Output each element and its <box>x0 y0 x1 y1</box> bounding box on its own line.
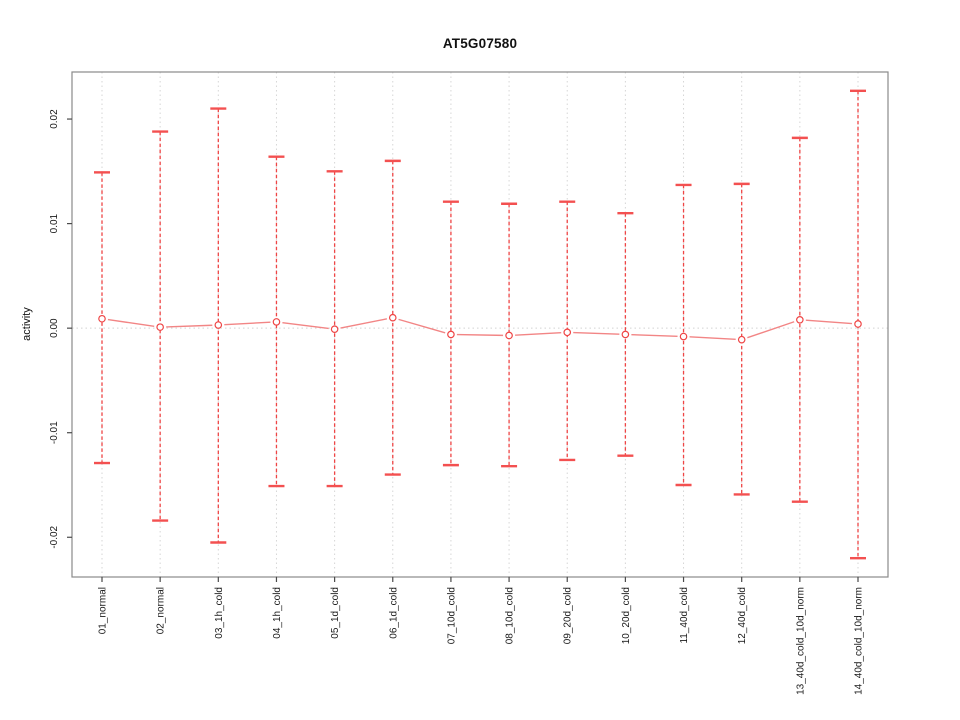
x-tick-label: 11_40d_cold <box>679 587 690 644</box>
x-tick-label: 06_1d_cold <box>388 587 399 639</box>
series-line-segment <box>456 333 504 337</box>
series-line-segment <box>515 331 562 336</box>
x-tick-label: 05_1d_cold <box>330 587 341 639</box>
data-point <box>563 328 572 337</box>
x-tick-label: 13_40d_cold_10d_norm <box>795 587 806 695</box>
series-line-segment <box>224 321 271 326</box>
y-axis-label: activity <box>21 307 33 341</box>
series-line-segment <box>166 324 213 328</box>
x-tick-label: 14_40d_cold_10d_norm <box>854 587 865 695</box>
x-tick-label: 07_10d_cold <box>446 587 457 644</box>
x-tick-label: 09_20d_cold <box>563 587 574 644</box>
data-point <box>854 320 862 328</box>
data-point <box>679 332 688 341</box>
data-point <box>737 335 746 344</box>
y-tick-label: 0.01 <box>49 213 60 233</box>
data-point <box>214 321 223 329</box>
x-tick-label: 04_1h_cold <box>272 587 283 639</box>
series-line-segment <box>805 319 853 325</box>
x-tick-label: 12_40d_cold <box>737 587 748 644</box>
x-tick-label: 02_normal <box>156 587 167 634</box>
data-point <box>272 318 281 326</box>
data-point <box>796 315 804 324</box>
data-point <box>156 323 164 331</box>
data-point <box>98 314 106 323</box>
series-line-segment <box>689 336 736 341</box>
series-line-segment <box>107 318 155 327</box>
y-tick-label: -0.02 <box>49 525 60 548</box>
data-point <box>505 331 513 340</box>
series-line-segment <box>573 331 620 335</box>
chart-title: AT5G07580 <box>442 36 518 51</box>
plot-border <box>71 71 889 578</box>
y-tick-label: 0.00 <box>49 318 60 338</box>
series-line-segment <box>282 321 329 330</box>
x-tick-label: 08_10d_cold <box>505 587 516 644</box>
data-point <box>330 325 339 334</box>
y-tick-label: 0.02 <box>49 109 60 129</box>
series-line-segment <box>747 321 795 339</box>
data-point <box>388 313 397 322</box>
series-line-segment <box>340 318 388 329</box>
series-line-segment <box>398 318 446 334</box>
x-tick-label: 01_normal <box>98 587 109 634</box>
data-point <box>447 330 455 339</box>
series-line-segment <box>631 333 678 338</box>
data-point <box>621 330 630 339</box>
x-tick-label: 03_1h_cold <box>214 587 225 639</box>
y-tick-label: -0.01 <box>49 421 60 444</box>
x-tick-label: 10_20d_cold <box>621 587 632 644</box>
